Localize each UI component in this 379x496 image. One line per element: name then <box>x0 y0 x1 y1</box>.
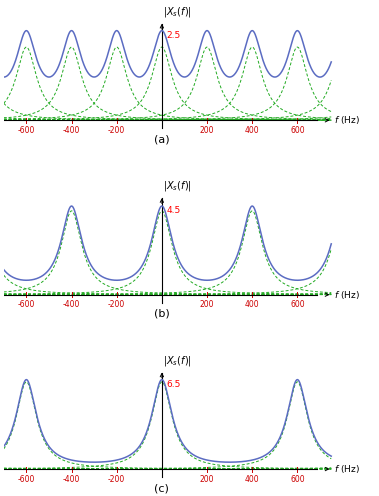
Text: -200: -200 <box>108 475 125 484</box>
Text: 400: 400 <box>245 475 260 484</box>
Text: 200: 200 <box>200 475 214 484</box>
Text: 6.5: 6.5 <box>167 379 181 389</box>
Text: $f$ (Hz): $f$ (Hz) <box>334 289 360 301</box>
Text: (a): (a) <box>154 134 170 144</box>
Text: -400: -400 <box>63 300 80 309</box>
Text: 4.5: 4.5 <box>167 206 181 215</box>
Text: -600: -600 <box>18 300 35 309</box>
Text: -600: -600 <box>18 126 35 135</box>
Text: $|X_s(f)|$: $|X_s(f)|$ <box>163 354 192 368</box>
Text: $|X_s(f)|$: $|X_s(f)|$ <box>163 179 192 193</box>
Text: 200: 200 <box>200 300 214 309</box>
Text: $f$ (Hz): $f$ (Hz) <box>334 463 360 475</box>
Text: (c): (c) <box>154 483 169 493</box>
Text: -400: -400 <box>63 475 80 484</box>
Text: -200: -200 <box>108 300 125 309</box>
Text: 2.5: 2.5 <box>167 31 181 40</box>
Text: (b): (b) <box>154 309 170 319</box>
Text: -600: -600 <box>18 475 35 484</box>
Text: -200: -200 <box>108 126 125 135</box>
Text: $|X_s(f)|$: $|X_s(f)|$ <box>163 5 192 19</box>
Text: 600: 600 <box>290 475 305 484</box>
Text: 200: 200 <box>200 126 214 135</box>
Text: 400: 400 <box>245 300 260 309</box>
Text: -400: -400 <box>63 126 80 135</box>
Text: 600: 600 <box>290 300 305 309</box>
Text: $f$ (Hz): $f$ (Hz) <box>334 114 360 126</box>
Text: 600: 600 <box>290 126 305 135</box>
Text: 400: 400 <box>245 126 260 135</box>
